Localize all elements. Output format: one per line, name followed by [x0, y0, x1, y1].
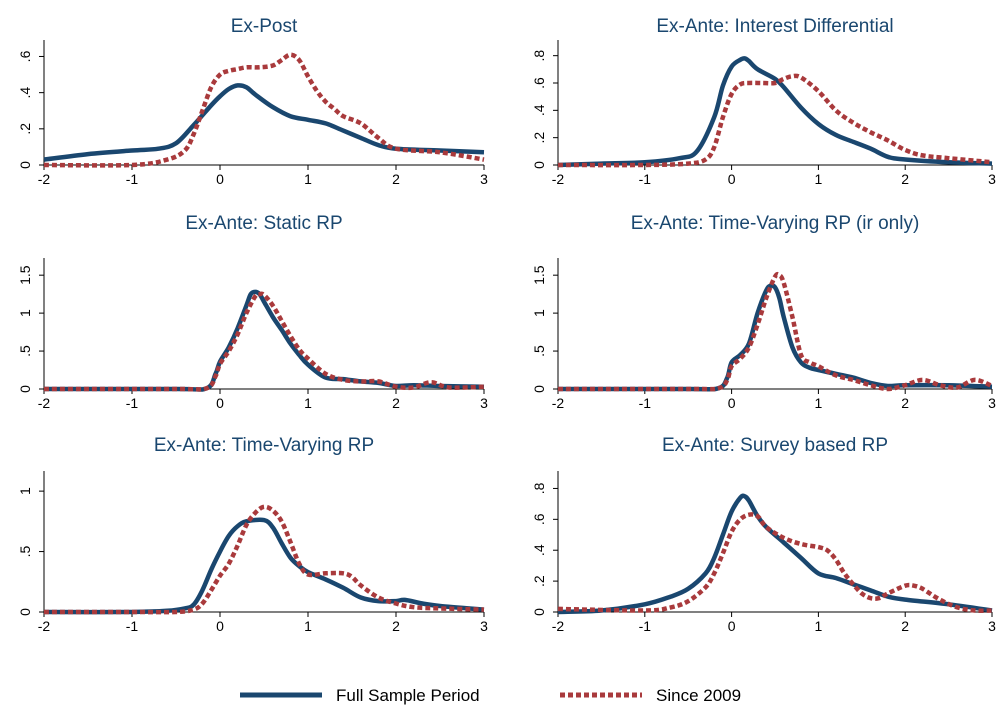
- y-tick-label: 1.5: [17, 265, 33, 285]
- x-tick-label: 1: [304, 395, 312, 411]
- panel-title: Ex-Ante: Time-Varying RP: [154, 435, 374, 456]
- series-line-since-2009: [557, 512, 993, 613]
- panel-title: Ex-Post: [231, 16, 298, 37]
- x-tick-label: 3: [480, 395, 488, 411]
- y-tick-label: .4: [17, 87, 33, 99]
- x-tick-label: 0: [216, 395, 224, 411]
- y-tick-label: .5: [17, 345, 33, 357]
- y-tick-label: .2: [17, 123, 33, 135]
- x-tick-label: 2: [392, 395, 400, 411]
- legend: Full Sample Period Since 2009: [240, 686, 741, 705]
- x-tick-label: 0: [728, 395, 736, 411]
- x-tick-label: -1: [126, 618, 139, 634]
- y-tick-label: 1: [17, 487, 33, 495]
- y-tick-label: .4: [531, 544, 547, 556]
- y-tick-label: .8: [531, 482, 547, 494]
- series-line-since-2009: [44, 504, 485, 615]
- x-tick-label: 2: [392, 171, 400, 187]
- x-tick-label: -1: [126, 395, 139, 411]
- y-tick-label: 1.5: [531, 265, 547, 285]
- x-tick-label: -2: [38, 618, 51, 634]
- series-line-full-sample: [43, 517, 485, 615]
- series-line-full-sample: [43, 83, 485, 162]
- y-tick-label: .6: [531, 513, 547, 525]
- legend-label-full-sample: Full Sample Period: [336, 686, 480, 705]
- x-tick-label: 1: [815, 618, 823, 634]
- y-tick-label: .5: [17, 546, 33, 558]
- y-tick-label: 0: [17, 385, 33, 393]
- y-tick-label: 0: [17, 608, 33, 616]
- x-tick-label: 0: [728, 171, 736, 187]
- y-tick-label: 1: [17, 309, 33, 317]
- x-tick-label: 3: [480, 171, 488, 187]
- series-line-since-2009: [557, 271, 993, 392]
- y-tick-label: 0: [17, 161, 33, 169]
- panel-ex-ante-static-rp: Ex-Ante: Static RP -2 -1 0 1 2 3 0 .5 1 1.5: [17, 213, 488, 411]
- panel-ex-post: Ex-Post -2 -1 0 1 2 3 0 .2 .4 .6: [17, 16, 488, 187]
- x-tick-label: 3: [988, 171, 996, 187]
- x-tick-label: 0: [728, 618, 736, 634]
- series-line-since-2009: [43, 52, 485, 168]
- series-line-full-sample: [43, 289, 485, 392]
- panel-ex-ante-interest-differential: Ex-Ante: Interest Differential -2 -1 0 1 2 3 0.…: [531, 16, 996, 187]
- panel-title: Ex-Ante: Time-Varying RP (ir only): [631, 213, 920, 234]
- x-tick-label: 2: [901, 618, 909, 634]
- x-tick-label: 2: [392, 618, 400, 634]
- y-tick-label: .5: [531, 345, 547, 357]
- y-tick-label: .2: [531, 575, 547, 587]
- series-line-full-sample: [557, 493, 993, 615]
- y-tick-label: 0: [531, 385, 547, 393]
- x-tick-label: -2: [38, 171, 51, 187]
- x-tick-label: 2: [901, 171, 909, 187]
- panel-title: Ex-Ante: Interest Differential: [656, 16, 893, 37]
- y-tick-label: .6: [531, 77, 547, 89]
- x-tick-label: -1: [639, 395, 652, 411]
- legend-label-since-2009: Since 2009: [656, 686, 741, 705]
- series-line-full-sample: [557, 56, 993, 168]
- x-tick-label: 1: [815, 171, 823, 187]
- y-tick-label: .2: [531, 132, 547, 144]
- y-tick-label: 0: [531, 161, 547, 169]
- chart-panels: Ex-Post-2 -1 0 1 2 30.2.4.6Ex-Ante: Interest …: [17, 16, 996, 634]
- x-tick-label: -2: [38, 395, 51, 411]
- x-tick-label: -2: [552, 171, 565, 187]
- y-tick-label: 1: [531, 309, 547, 317]
- panel-ex-ante-time-varying-rp-ir-only: Ex-Ante: Time-Varying RP (ir only) -2 -1 0 1…: [531, 213, 996, 411]
- x-tick-label: 1: [304, 171, 312, 187]
- series-line-since-2009: [557, 73, 993, 168]
- x-tick-label: 3: [988, 395, 996, 411]
- y-tick-label: .4: [531, 104, 547, 116]
- x-tick-label: 3: [988, 618, 996, 634]
- x-tick-label: 3: [480, 618, 488, 634]
- x-tick-label: -1: [639, 171, 652, 187]
- panel-ex-ante-survey-based-rp: Ex-Ante: Survey based RP -2 -1 0 1 2 3 0 .2 .4 .6.…: [531, 435, 996, 634]
- x-tick-label: -2: [552, 395, 565, 411]
- x-tick-label: -2: [552, 618, 565, 634]
- x-tick-label: 1: [304, 618, 312, 634]
- x-tick-label: -1: [126, 171, 139, 187]
- series-line-full-sample: [557, 283, 993, 392]
- x-tick-label: 0: [216, 171, 224, 187]
- panel-title: Ex-Ante: Static RP: [185, 213, 342, 234]
- y-tick-label: 0: [531, 608, 547, 616]
- x-tick-label: 0: [216, 618, 224, 634]
- series-line-since-2009: [43, 291, 485, 392]
- panel-title: Ex-Ante: Survey based RP: [662, 435, 888, 456]
- y-tick-label: .6: [17, 50, 33, 62]
- x-tick-label: -1: [639, 618, 652, 634]
- panel-ex-ante-time-varying-rp: Ex-Ante: Time-Varying RP -2 -1 0 1 2 3 0 .5 1: [17, 435, 488, 634]
- x-tick-label: 2: [901, 395, 909, 411]
- y-tick-label: .8: [531, 50, 547, 62]
- x-tick-label: 1: [815, 395, 823, 411]
